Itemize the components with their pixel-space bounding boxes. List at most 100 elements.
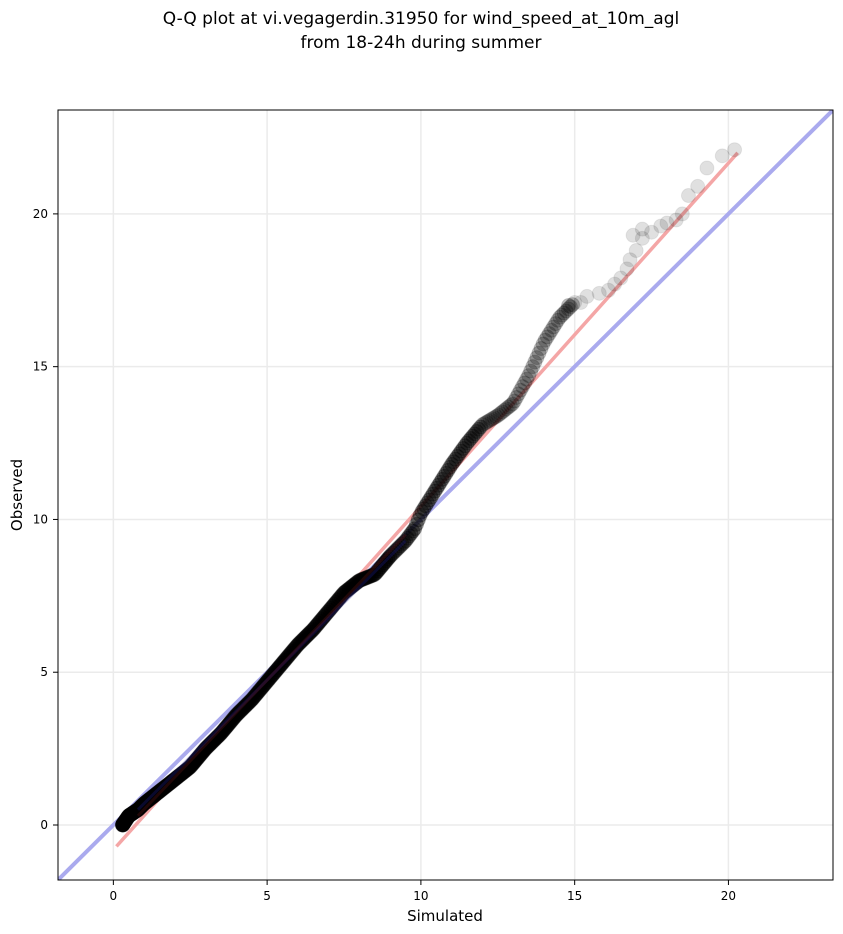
qq-point xyxy=(385,545,401,561)
qq-point xyxy=(502,398,518,414)
qq-point xyxy=(529,350,545,366)
qq-point xyxy=(453,443,469,459)
qq-point xyxy=(429,480,445,496)
qq-point xyxy=(539,329,555,345)
qq-point xyxy=(600,282,616,298)
chart-title-line-2: from 18-24h during summer xyxy=(301,33,542,53)
qq-point xyxy=(622,252,638,268)
plot-frame xyxy=(57,109,834,881)
qq-point xyxy=(628,243,644,259)
qq-point xyxy=(512,382,528,398)
y-tick-label: 15 xyxy=(33,360,48,374)
qq-point xyxy=(565,297,581,313)
qq-point xyxy=(461,433,477,449)
qq-point xyxy=(436,468,452,484)
qq-point xyxy=(727,142,743,158)
qq-point xyxy=(591,285,607,301)
qq-point xyxy=(457,438,473,454)
qq-point xyxy=(554,307,570,323)
x-tick-label: 20 xyxy=(721,889,736,903)
qq-point xyxy=(410,512,426,528)
qq-point xyxy=(653,218,669,234)
qq-point xyxy=(504,396,520,412)
qq-point xyxy=(408,516,424,532)
x-tick-label: 0 xyxy=(110,889,118,903)
qq-point xyxy=(418,498,434,514)
qq-point xyxy=(607,276,623,292)
qq-point xyxy=(446,454,462,470)
qq-point xyxy=(561,298,577,314)
qq-point xyxy=(403,526,419,542)
qq-point xyxy=(407,521,423,537)
chart-title-line-1: Q-Q plot at vi.vegagerdin.31950 for wind… xyxy=(163,9,679,29)
qq-point xyxy=(394,536,410,552)
qq-point xyxy=(419,495,435,511)
chart-title: Q-Q plot at vi.vegagerdin.31950 for wind… xyxy=(163,9,679,53)
y-tick-label: 20 xyxy=(33,207,48,221)
qq-point xyxy=(389,542,405,558)
qq-point xyxy=(714,148,730,164)
qq-point xyxy=(465,428,481,444)
fit-line-overlay xyxy=(136,533,407,817)
y-tick-label: 5 xyxy=(40,665,48,679)
qq-point xyxy=(525,359,541,375)
qq-point xyxy=(414,504,430,520)
qq-point xyxy=(477,415,493,431)
y-tick-label: 0 xyxy=(40,818,48,832)
qq-point xyxy=(625,227,641,243)
qq-point xyxy=(387,543,403,559)
qq-point xyxy=(533,341,549,357)
qq-point xyxy=(548,316,564,332)
qq-point xyxy=(459,435,475,451)
qq-point xyxy=(396,534,412,550)
x-axis-label: Simulated xyxy=(407,907,483,925)
grid-lines xyxy=(58,110,833,880)
x-tick-label: 5 xyxy=(263,889,271,903)
qq-point xyxy=(634,221,650,237)
qq-point xyxy=(494,404,510,420)
qq-point xyxy=(438,465,454,481)
qq-point xyxy=(488,408,504,424)
qq-point xyxy=(508,390,524,406)
qq-point xyxy=(550,312,566,328)
qq-point xyxy=(515,379,531,395)
qq-point xyxy=(558,303,574,319)
x-tick-label: 10 xyxy=(413,889,428,903)
qq-point xyxy=(510,386,526,402)
qq-point xyxy=(562,299,578,315)
y-tick-label: 10 xyxy=(33,512,48,526)
qq-point xyxy=(399,530,415,546)
qq-point xyxy=(412,507,428,523)
plot-area xyxy=(58,110,833,880)
qq-point xyxy=(440,462,456,478)
qq-point xyxy=(480,413,496,429)
qq-point xyxy=(416,501,432,517)
qq-point xyxy=(619,261,635,277)
qq-point xyxy=(537,332,553,348)
qq-point xyxy=(463,430,479,446)
x-axis-ticks: 0 5 10 15 20 xyxy=(110,880,736,903)
qq-point xyxy=(579,288,595,304)
qq-point xyxy=(421,492,437,508)
y-axis-label: Observed xyxy=(8,459,26,531)
qq-point xyxy=(431,477,447,493)
qq-point xyxy=(659,215,675,231)
data-points xyxy=(115,142,743,833)
qq-point xyxy=(517,375,533,391)
qq-point xyxy=(668,212,684,228)
qq-point xyxy=(546,319,562,335)
qq-point xyxy=(425,486,441,502)
qq-point xyxy=(543,322,559,338)
qq-point xyxy=(442,459,458,475)
qq-point xyxy=(391,540,407,556)
qq-point xyxy=(492,406,508,422)
qq-point xyxy=(383,547,399,563)
qq-point xyxy=(523,363,539,379)
qq-point xyxy=(573,295,589,310)
qq-point xyxy=(444,456,460,472)
qq-point xyxy=(427,483,443,499)
qq-point xyxy=(490,407,506,423)
qq-point xyxy=(449,448,465,464)
qq-point xyxy=(535,336,551,352)
